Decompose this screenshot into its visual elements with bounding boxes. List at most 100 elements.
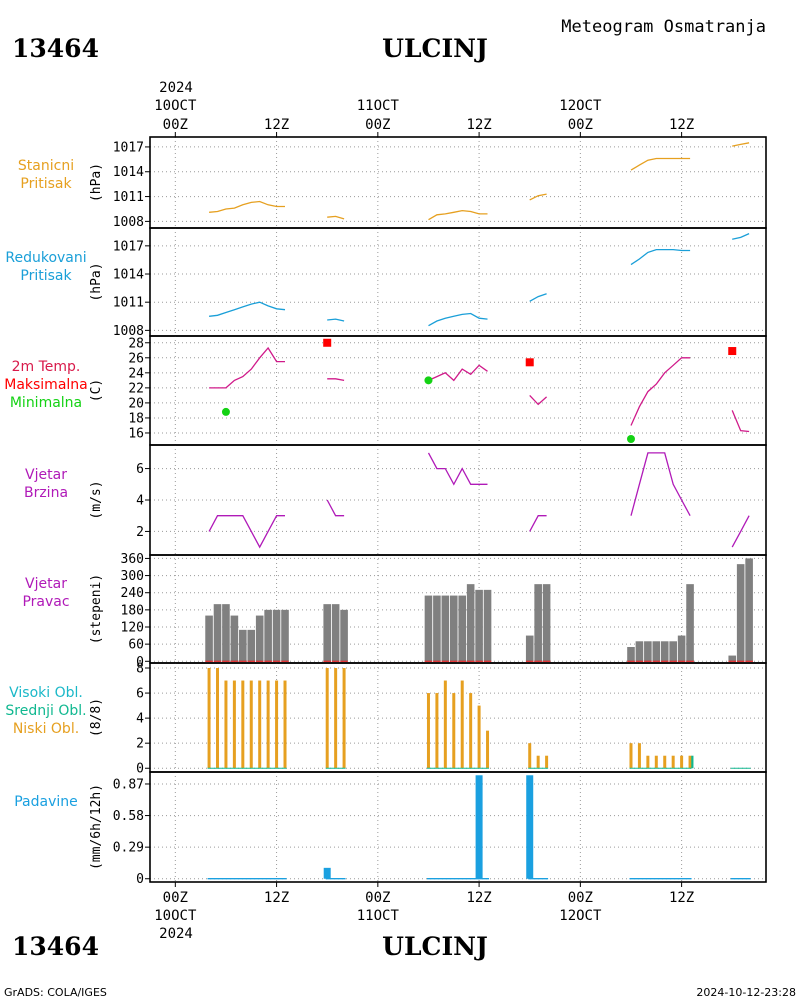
- y-axis-label: (stepeni): [89, 574, 104, 644]
- y-tick-label: 28: [128, 336, 144, 351]
- panel-cloud-cover: 0 2 4 6 8 (8/8) Visoki Obl. Srednji Obl. Niski O…: [5, 662, 767, 777]
- temperature-2m-line: [209, 346, 285, 389]
- cloud-cover-bar-niski-obl: [528, 743, 532, 769]
- wind-direction-bar: [525, 635, 534, 662]
- wind-direction-bar: [340, 609, 348, 662]
- wind-direction-bar: [323, 604, 332, 662]
- cloud-cover-bar-niski-obl: [545, 755, 549, 769]
- y-tick-label: 4: [136, 712, 144, 727]
- y-axis-label: (mm/6h/12h): [89, 784, 104, 870]
- y-tick-label: 1008: [113, 324, 144, 339]
- wind-direction-bar: [660, 641, 669, 662]
- grads-credit: GrADS: COLA/IGES: [4, 986, 107, 999]
- panel-label-line: Minimalna: [10, 395, 82, 411]
- panel-frame: [149, 335, 767, 446]
- cloud-cover-bar-niski-obl: [469, 693, 473, 769]
- year-label-top: 2024: [159, 80, 193, 96]
- panel-label-line: Brzina: [24, 485, 68, 501]
- hour-label-top: 12Z: [264, 117, 289, 133]
- y-tick-label: 2: [136, 525, 144, 540]
- y-tick-label: 1011: [113, 296, 144, 311]
- y-tick-label: 26: [128, 351, 144, 366]
- cloud-cover-bar-niski-obl: [629, 743, 633, 769]
- wind-direction-bar: [255, 615, 264, 662]
- wind-direction-bar: [247, 629, 256, 662]
- panel-wind-direction: 0 60 120 180 240 300 360 (stepeni) Vjetar Pravac: [22, 552, 767, 670]
- station-name-top: ULCINJ: [382, 34, 488, 63]
- reduced-pressure-line: [732, 233, 750, 240]
- panel-label-line: Stanicni: [18, 158, 74, 174]
- y-axis-label: (C): [89, 379, 104, 402]
- y-tick-label: 1008: [113, 215, 144, 230]
- wind-direction-bar: [736, 564, 745, 662]
- cloud-cover-bar-niski-obl: [275, 680, 279, 769]
- wind-direction-bar: [728, 655, 737, 662]
- wind-direction-bar: [424, 595, 433, 662]
- y-tick-label: 360: [121, 552, 144, 567]
- y-tick-label: 22: [128, 381, 144, 396]
- day-label-top: 12OCT: [559, 98, 602, 114]
- wind-direction-bar: [644, 641, 652, 662]
- hour-label-bottom: 00Z: [365, 890, 390, 906]
- wind-direction-bar: [677, 635, 686, 662]
- panel-label-line: Vjetar: [25, 467, 67, 483]
- cloud-cover-bar-niski-obl: [452, 693, 456, 769]
- wind-speed-line: [326, 499, 345, 517]
- y-tick-label: 1014: [113, 268, 144, 283]
- wind-direction-bar: [627, 647, 635, 662]
- cloud-cover-bar-niski-obl: [249, 680, 253, 769]
- cloud-cover-bar-niski-obl: [241, 680, 245, 769]
- wind-speed-line: [731, 515, 750, 548]
- y-tick-label: 6: [136, 687, 144, 702]
- wind-direction-bar: [441, 595, 450, 662]
- y-tick-label: 180: [121, 603, 144, 618]
- cloud-cover-bar-niski-obl: [637, 743, 641, 769]
- year-label-bottom: 2024: [159, 926, 193, 942]
- temperature-min-marker: [221, 407, 230, 416]
- station-id-bottom: 13464: [12, 932, 99, 961]
- hour-label-top: 00Z: [163, 117, 188, 133]
- y-tick-label: 0: [136, 655, 144, 670]
- panel-label-line: Pritisak: [20, 176, 72, 192]
- panel-label-line: Niski Obl.: [13, 721, 79, 737]
- panel-label-line: Pritisak: [20, 268, 72, 284]
- time-axis: 00Z 00Z 12Z 12Z 00Z 00Z 12Z 12Z 00Z 00Z 12Z 12Z 10OC…: [154, 98, 694, 924]
- wind-direction-bar: [272, 609, 281, 662]
- cloud-cover-bar-niski-obl: [283, 680, 287, 769]
- temperature-max-marker: [323, 338, 332, 347]
- wind-direction-bar: [475, 589, 483, 662]
- precipitation-bar: [323, 867, 331, 879]
- panel-frame: [149, 136, 767, 229]
- y-tick-label: 1017: [113, 140, 144, 155]
- panel-label-line: Pravac: [22, 594, 69, 610]
- day-label-bottom: 12OCT: [559, 908, 602, 924]
- y-axis-label: (m/s): [89, 480, 104, 519]
- precipitation-bar: [475, 775, 483, 879]
- wind-direction-bar: [686, 584, 694, 662]
- cloud-cover-bar-niski-obl: [536, 755, 540, 769]
- y-tick-label: 0.87: [113, 777, 144, 792]
- temperature-min-marker: [626, 434, 635, 443]
- temperature-2m-line: [630, 357, 691, 426]
- day-label-top: 10OCT: [154, 98, 197, 114]
- wind-speed-line: [630, 452, 691, 517]
- y-tick-label: 120: [121, 621, 144, 636]
- y-tick-label: 0: [136, 872, 144, 887]
- wind-direction-bar: [433, 595, 441, 662]
- wind-direction-bar: [745, 558, 753, 662]
- temperature-2m-line: [428, 364, 488, 382]
- temperature-2m-line: [327, 378, 345, 382]
- generation-timestamp: 2024-10-12-23:28: [696, 986, 796, 999]
- hour-label-bottom: 00Z: [163, 890, 188, 906]
- wind-direction-bar: [635, 641, 644, 662]
- cloud-cover-bar-niski-obl: [671, 755, 675, 769]
- panel-wind-speed: 2 4 6 (m/s) Vjetar Brzina: [24, 444, 767, 556]
- y-tick-label: 1014: [113, 165, 144, 180]
- station-pressure-line: [529, 193, 547, 201]
- y-tick-label: 24: [128, 366, 144, 381]
- y-axis-label: (8/8): [89, 698, 104, 737]
- wind-direction-bar: [281, 609, 289, 662]
- cloud-cover-bar-niski-obl: [680, 755, 684, 769]
